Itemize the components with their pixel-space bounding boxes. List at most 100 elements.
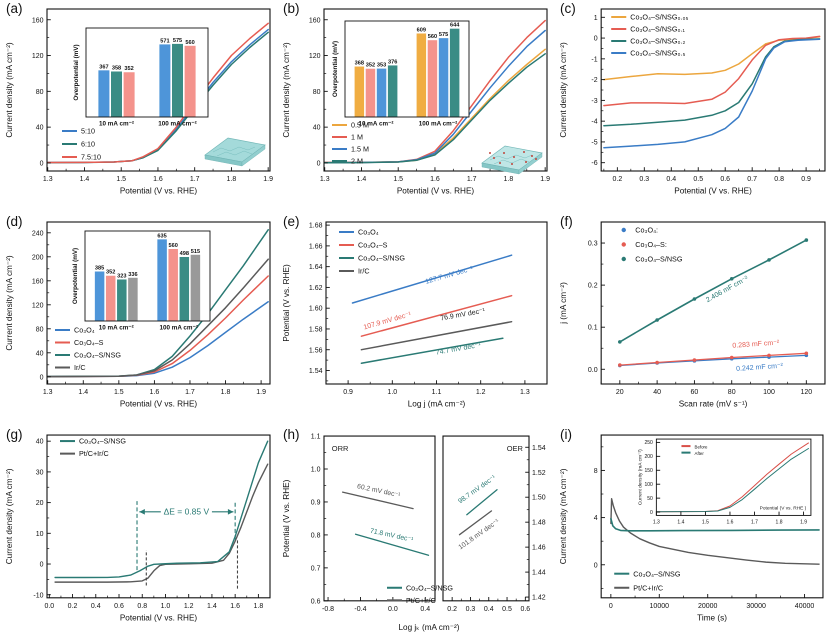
plot-axis: 1.3 1.4 1.5 1.6 1.7 1.8 1.9 0 40 80 120 160 Potentia…: [282, 8, 550, 196]
x-axis-label: Log j (mA cm⁻²): [408, 400, 466, 409]
bar-value-label: 515: [191, 249, 200, 255]
legend-label: Before: [695, 445, 709, 450]
data-point: [804, 351, 809, 356]
annotation-label: 101.8 mV dec⁻¹: [458, 518, 502, 552]
y-tick-label: 1.50: [532, 495, 546, 502]
dopant-dot: [499, 162, 501, 164]
x-tick-label: 1.6: [153, 176, 163, 183]
series-line: [360, 294, 513, 337]
y-tick-label: 0: [317, 160, 321, 167]
bar-value-label: 385: [95, 266, 104, 272]
panel-label-c: (c): [560, 1, 576, 16]
bar-group-label: 10 mA cm⁻²: [99, 325, 134, 332]
x-tick-label: 1.5: [114, 389, 124, 396]
legend: Co₃O₄–S/NSG Pt/C+Ir/C: [60, 437, 126, 458]
x-tick-label: 100: [763, 389, 775, 396]
bar-group-label: 100 mA cm⁻²: [160, 325, 198, 332]
bar-value-label: 323: [117, 273, 126, 279]
x-tick-label: 1.6: [230, 603, 240, 610]
x-tick-label: 1.0: [387, 389, 397, 396]
y-tick-label: 1.52: [532, 470, 546, 477]
x-tick-label: 1.4: [677, 519, 684, 525]
bar-value-label: 352: [106, 270, 115, 276]
x-tick-label: 0.9: [343, 389, 353, 396]
data-point: [804, 238, 809, 242]
legend-marker-dot: [621, 242, 626, 247]
series-line: [610, 517, 820, 532]
x-tick-label: 1.0: [161, 603, 171, 610]
axis-frame: [46, 221, 271, 385]
overpotential-bar: [111, 71, 122, 117]
data-point: [729, 355, 734, 360]
series-line: [360, 337, 504, 364]
x-tick-label: 0.2: [447, 606, 457, 613]
series-line: [466, 489, 498, 516]
data-point: [692, 358, 697, 362]
series-line: [54, 440, 269, 579]
y-tick-label: 30: [36, 469, 44, 476]
series-line: [46, 258, 269, 378]
y-tick-label: 1.62: [309, 285, 323, 292]
x-tick-label: 0.3: [466, 606, 476, 613]
series-line: [655, 448, 810, 513]
legend-label: Co₃O₄–S/NSG: [358, 254, 405, 263]
y-tick-label: 150: [644, 468, 653, 474]
axis-frame: [442, 435, 530, 602]
legend-label: Co₃O₄–S: [358, 241, 388, 250]
y-tick-label: -10: [33, 592, 43, 599]
x-tick-label: 1.8: [221, 389, 231, 396]
x-axis-label: Scan rate (mV s⁻¹): [679, 400, 748, 409]
bar-value-label: 352: [366, 63, 375, 69]
inset-axis: 1.3 1.4 1.5 1.6 1.7 1.8 1.9 0 50 100 150 200 250Curr…: [637, 438, 812, 525]
bar-value-label: 575: [173, 38, 182, 44]
y-tick-label: 0.6: [311, 598, 321, 605]
axis-frame: [655, 438, 812, 516]
y-tick-label: 10: [36, 531, 44, 538]
x-tick-label: 0.4: [420, 606, 430, 613]
legend-label: Co₃O₄–S/NSG: [74, 351, 121, 360]
dopant-dot: [531, 155, 533, 157]
y-tick-label: 1.48: [532, 520, 546, 527]
x-tick-label: 1.9: [263, 176, 273, 183]
annotation-label: 71.8 mV dec⁻¹: [369, 528, 414, 544]
chart-canvas-a: 1.3 1.4 1.5 1.6 1.7 1.8 1.9 0 40 80 120 160 Potentia…: [5, 8, 273, 196]
bar-value-label: 644: [450, 23, 460, 29]
legend-label: 5:10: [81, 127, 95, 136]
x-tick-label: 40000: [795, 603, 815, 610]
x-tick-label: 1.4: [357, 176, 367, 183]
nanosheet-illustration: [204, 137, 266, 167]
series-line: [458, 510, 493, 536]
panel-label-h: (h): [283, 427, 300, 442]
y-tick-label: 0: [40, 562, 44, 569]
y-tick-label: -1: [591, 56, 597, 63]
legend-label: Co₃O₄–S: [74, 338, 104, 347]
y-tick-label: 0.7: [311, 565, 321, 572]
x-tick-label: 1.7: [185, 389, 195, 396]
x-tick-label: 0.2: [612, 176, 622, 183]
overpotential-bar: [168, 249, 178, 321]
data-point: [655, 360, 659, 365]
x-tick-label: 1.2: [476, 389, 486, 396]
x-tick-label: 0.5: [693, 176, 703, 183]
legend-label: Pt/C+Ir/C: [406, 596, 436, 605]
x-tick-label: 1.8: [776, 519, 783, 525]
annotation-label: ORR: [332, 444, 349, 453]
x-tick-label: 0.9: [801, 176, 811, 183]
legend-label: Co₃O₄:: [635, 226, 658, 235]
legend-label: Co₃O₄: [74, 326, 95, 335]
overpotential-bar: [354, 66, 365, 117]
x-tick-label: 1.9: [800, 519, 807, 525]
y-tick-label: 160: [32, 278, 44, 285]
inset-axis: 367 358 352 10 mA cm⁻² 571 575 560 100 mA cm⁻² O…: [73, 27, 209, 128]
data-point: [767, 353, 771, 358]
y-axis-label: Potential (V vs. RHE): [282, 479, 291, 557]
y-tick-label: 160: [309, 17, 321, 24]
x-tick-label: 0.0: [388, 606, 398, 613]
legend-label: 1 M: [351, 133, 363, 142]
x-axis-label: Potential (V vs. RHE): [120, 400, 198, 409]
legend-label: 0.5 M: [351, 121, 369, 130]
x-tick-label: 1.9: [256, 389, 266, 396]
bar-value-label: 571: [160, 38, 169, 44]
series-line: [603, 38, 821, 149]
series-line: [603, 35, 821, 107]
